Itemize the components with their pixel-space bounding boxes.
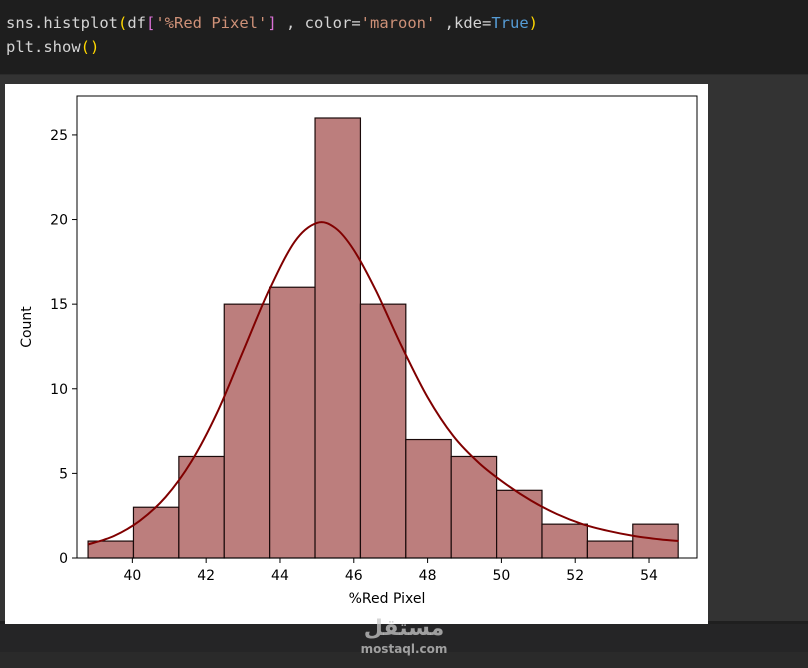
y-tick-label: 25	[50, 128, 68, 144]
x-tick-label: 54	[640, 568, 658, 584]
code-string-token: 'maroon'	[360, 14, 436, 32]
histogram-bar	[586, 540, 634, 559]
code-line-show: plt.show()	[6, 38, 99, 56]
histogram-bar	[359, 303, 407, 559]
histogram-bar	[314, 117, 362, 559]
y-tick-label: 0	[59, 551, 68, 567]
x-tick-label: 44	[271, 568, 289, 584]
code-arg-token: df	[127, 14, 146, 32]
x-tick-label: 52	[566, 568, 584, 584]
code-paren-token: ()	[80, 38, 100, 56]
code-arg-token: , color=	[276, 14, 361, 32]
x-tick-label: 42	[197, 568, 215, 584]
y-tick-label: 5	[59, 466, 68, 482]
y-tick-label: 10	[50, 382, 68, 398]
histogram-chart: 40 42 44 46 48 50 52 54 0 5 10 15 20 25 %Red Pixel C…	[19, 95, 698, 607]
histogram-bar	[223, 303, 271, 559]
code-bracket-token: ]	[267, 14, 277, 32]
histogram-bar	[541, 523, 588, 559]
bottom-strip	[0, 652, 808, 668]
histogram-bar	[178, 455, 225, 559]
y-tick-label: 15	[50, 297, 68, 313]
y-tick-label: 20	[50, 213, 68, 229]
histogram-plot: 40 42 44 46 48 50 52 54 0 5 10 15 20 25 %Red Pixel C…	[5, 84, 708, 624]
code-fn-token: sns.histplot	[6, 14, 118, 32]
code-arg-token: ,kde=	[435, 14, 492, 32]
x-tick-label: 46	[345, 568, 363, 584]
code-paren-token: (	[117, 14, 128, 32]
histogram-bar	[269, 286, 316, 559]
x-tick-label: 48	[419, 568, 437, 584]
histogram-bar	[496, 489, 543, 559]
code-paren-token: )	[528, 14, 538, 32]
code-fn-token: plt.show	[6, 38, 81, 56]
x-axis-label: %Red Pixel	[349, 591, 426, 607]
watermark-text: mostaql.com	[360, 642, 448, 656]
kde-line	[87, 221, 679, 546]
mostaql-watermark: مستقل mostaql.com	[352, 616, 456, 656]
histogram-bar	[132, 506, 180, 559]
code-bracket-token: [	[146, 14, 156, 32]
code-cell[interactable]: sns.histplot(df['%Red Pixel'] , color='m…	[0, 0, 808, 75]
code-string-token: '%Red Pixel'	[155, 14, 268, 32]
watermark-logo-icon: مستقل	[363, 616, 445, 641]
histogram-bar	[405, 438, 452, 559]
y-axis-label: Count	[19, 306, 35, 348]
x-tick-label: 40	[123, 568, 141, 584]
code-keyword-token: True	[491, 14, 529, 32]
axes-frame	[76, 95, 698, 559]
code-line-histplot: sns.histplot(df['%Red Pixel'] , color='m…	[6, 14, 538, 32]
x-tick-label: 50	[492, 568, 510, 584]
histogram-bar	[87, 540, 135, 559]
